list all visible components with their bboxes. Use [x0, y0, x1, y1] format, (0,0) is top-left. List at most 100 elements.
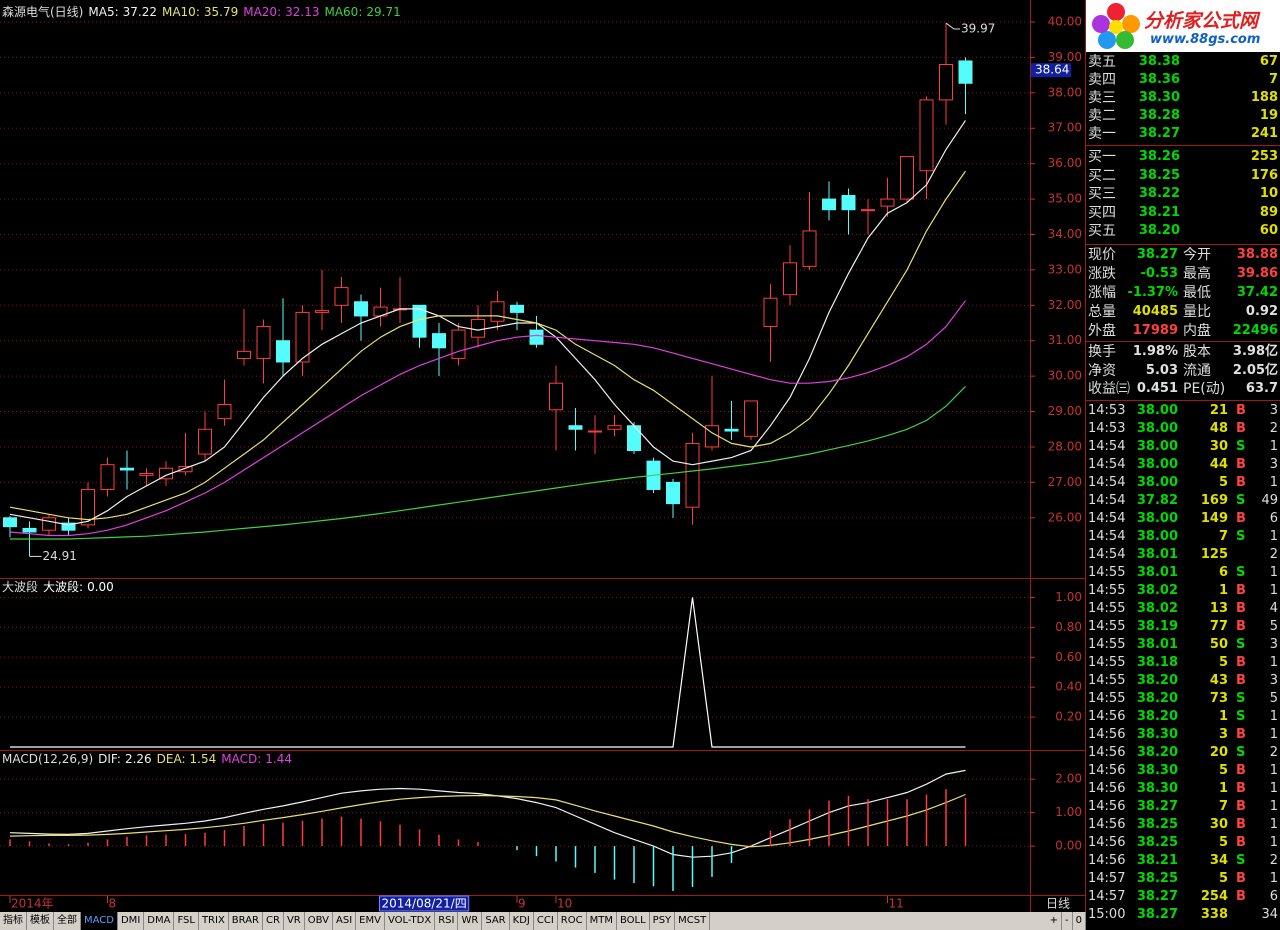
- toolbar-tab[interactable]: 模板: [27, 912, 54, 930]
- trade-row: 14:55 38.01 6 S 1: [1086, 564, 1280, 582]
- trade-side: S: [1236, 637, 1246, 652]
- series-line: [10, 597, 966, 748]
- trade-volume: 21: [1209, 403, 1228, 418]
- ask-volume: 188: [1250, 90, 1278, 105]
- legend-value: 37.22: [122, 5, 157, 19]
- ask-volume: 7: [1268, 72, 1278, 87]
- trade-price: 38.30: [1136, 781, 1178, 796]
- trade-time: 14:56: [1088, 709, 1126, 724]
- candle-body: [3, 517, 17, 528]
- candle-body: [315, 310, 329, 313]
- quote-row: 总量 40485 量比 0.92: [1086, 303, 1280, 321]
- trade-time: 14:56: [1088, 763, 1126, 778]
- toolbar-tab[interactable]: EMV: [356, 912, 385, 930]
- trade-volume: 44: [1209, 457, 1228, 472]
- candle-body: [510, 304, 524, 313]
- ask-price: 38.30: [1138, 90, 1180, 105]
- toolbar-tab[interactable]: TRIX: [199, 912, 229, 930]
- toolbar-tab[interactable]: KDJ: [510, 912, 534, 930]
- bid-label: 买三: [1088, 186, 1116, 202]
- candle-body: [451, 329, 466, 359]
- candle-body: [139, 473, 154, 476]
- toolbar-tab[interactable]: MTM: [587, 912, 617, 930]
- trade-row: 14:56 38.20 20 S 2: [1086, 744, 1280, 762]
- candle-body: [120, 467, 134, 471]
- trade-count: 1: [1269, 709, 1278, 724]
- ask-label: 卖五: [1088, 54, 1116, 70]
- toolbar-tab[interactable]: OBV: [305, 912, 333, 930]
- bid-price: 38.21: [1138, 204, 1180, 220]
- toolbar-tab[interactable]: VOL-TDX: [385, 912, 436, 930]
- toolbar-control[interactable]: 0: [1073, 912, 1086, 930]
- y-tick-label: 28.00: [1048, 439, 1082, 453]
- toolbar-tab[interactable]: PSY: [650, 912, 676, 930]
- y-tick-label: 27.00: [1048, 475, 1082, 489]
- toolbar-tab[interactable]: ASI: [333, 912, 357, 930]
- quote-label: 量比: [1183, 304, 1211, 320]
- quote-row: 净资 5.03 流通 2.05亿: [1086, 362, 1280, 380]
- toolbar-tab[interactable]: CR: [263, 912, 284, 930]
- toolbar-tab[interactable]: MACD: [81, 912, 118, 930]
- chart-title: 森源电气(日线): [2, 5, 84, 19]
- trade-side: B: [1236, 457, 1246, 472]
- trade-count: 1: [1269, 871, 1278, 886]
- toolbar-tab[interactable]: DMI: [118, 912, 145, 930]
- trade-time: 14:56: [1088, 799, 1126, 814]
- toolbar-tab[interactable]: BOLL: [617, 912, 650, 930]
- toolbar: 指标 模板 全部 MACD DMI DMA FSL TRIX BRAR CR VR OBV ASI EMV…: [0, 912, 1086, 930]
- trade-side: S: [1236, 439, 1246, 454]
- toolbar-tab[interactable]: 指标: [0, 912, 27, 930]
- trade-row: 14:56 38.20 1 S 1: [1086, 708, 1280, 726]
- trade-price: 38.25: [1136, 835, 1178, 850]
- toolbar-tab[interactable]: FSL: [174, 912, 199, 930]
- trade-price: 38.19: [1136, 619, 1178, 634]
- candle-body: [939, 63, 953, 101]
- toolbar-control[interactable]: -: [1062, 912, 1073, 930]
- toolbar-tab[interactable]: DMA: [144, 912, 175, 930]
- toolbar-tab[interactable]: SAR: [482, 912, 510, 930]
- toolbar-tab[interactable]: MCST: [675, 912, 711, 930]
- toolbar-tab[interactable]: BRAR: [229, 912, 263, 930]
- toolbar-tab[interactable]: 全部: [54, 912, 81, 930]
- quote-value: 39.86: [1236, 266, 1278, 281]
- quote-value: 2.05亿: [1232, 362, 1278, 378]
- toolbar-tab[interactable]: CCI: [534, 912, 558, 930]
- trade-volume: 13: [1209, 601, 1228, 616]
- trade-time: 14:56: [1088, 853, 1126, 868]
- toolbar-tab[interactable]: RSI: [435, 912, 459, 930]
- trade-price: 38.00: [1136, 421, 1178, 436]
- toolbar-control[interactable]: +: [1047, 912, 1063, 930]
- trade-count: 2: [1269, 547, 1278, 562]
- trade-price: 38.20: [1136, 709, 1178, 724]
- toolbar-tab[interactable]: VR: [284, 912, 305, 930]
- ask-row: 卖一 38.27 241: [1086, 125, 1280, 143]
- bid-row: 买一 38.26 253: [1086, 148, 1280, 166]
- candle-body: [256, 326, 271, 359]
- trade-volume: 30: [1209, 439, 1228, 454]
- candle-body: [724, 428, 739, 432]
- trade-count: 1: [1269, 835, 1278, 850]
- toolbar-tab[interactable]: WR: [458, 912, 483, 930]
- y-tick-label: 35.00: [1048, 192, 1082, 206]
- series-line: [10, 385, 966, 540]
- trade-side: S: [1236, 529, 1246, 544]
- trade-price: 38.18: [1136, 655, 1178, 670]
- trade-count: 1: [1269, 655, 1278, 670]
- quote-value: 63.7: [1245, 381, 1278, 396]
- candle-body: [61, 522, 76, 531]
- trade-row: 14:54 38.00 7 S 1: [1086, 528, 1280, 546]
- bid-volume: 10: [1259, 186, 1278, 201]
- toolbar-tab[interactable]: ROC: [558, 912, 587, 930]
- trade-time: 14:54: [1088, 475, 1126, 490]
- trade-side: B: [1236, 799, 1246, 814]
- trade-side: S: [1236, 709, 1246, 724]
- low-label: 24.91: [43, 549, 77, 563]
- trade-volume: 48: [1209, 421, 1228, 436]
- legend-name: MA20: [243, 5, 285, 19]
- trade-time: 14:54: [1088, 511, 1126, 526]
- trade-side: B: [1236, 673, 1246, 688]
- trade-count: 34: [1261, 907, 1278, 922]
- trade-price: 38.20: [1136, 691, 1178, 706]
- trade-side: S: [1236, 565, 1246, 580]
- trade-count: 1: [1269, 763, 1278, 778]
